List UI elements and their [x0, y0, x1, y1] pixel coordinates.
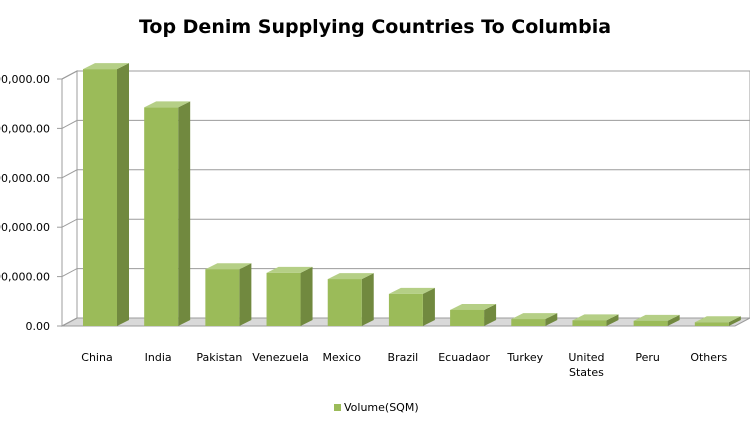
y-tick-label: 10,000,000.00 [0, 73, 50, 86]
bar-top [633, 314, 680, 321]
bar-side [422, 287, 435, 326]
bar-front [694, 322, 729, 326]
x-category-label: Venezuela [252, 351, 309, 364]
bar-side [728, 316, 741, 326]
bars [83, 63, 741, 327]
bar [633, 314, 680, 326]
bar-side [667, 314, 680, 326]
bar-top [205, 263, 252, 270]
bar-top [572, 314, 619, 321]
bar [694, 316, 741, 326]
gridline [61, 169, 750, 179]
x-category-label: China [81, 351, 112, 364]
bar-top [694, 316, 741, 323]
bar-front [572, 320, 607, 326]
x-axis-categories: China India Pakistan Venezuela Mexico Brazil E… [81, 351, 727, 379]
x-category-label: Mexico [323, 351, 362, 364]
x-category-label: United States [568, 351, 604, 379]
bar-top [388, 287, 435, 294]
bar-side [606, 314, 619, 326]
x-category-label: Peru [635, 351, 660, 364]
bar-top [450, 303, 497, 310]
x-category-label: Pakistan [196, 351, 242, 364]
bar [144, 101, 191, 326]
bar-top [144, 101, 191, 108]
bar [572, 314, 619, 326]
bar-side [117, 63, 129, 327]
legend: Volume(SQM) [334, 401, 419, 414]
bar-front [327, 279, 362, 326]
gridlines [57, 70, 750, 327]
legend-swatch [334, 404, 341, 411]
bar-side [545, 313, 558, 326]
gridline [61, 218, 750, 228]
y-tick-label: 6,000,000.00 [0, 172, 50, 185]
x-category-label: Ecuadaor [438, 351, 490, 364]
bar-side [361, 273, 374, 326]
bar-side [178, 101, 191, 326]
bar-top [511, 313, 558, 320]
bar-top [266, 266, 313, 273]
bar-side [300, 266, 313, 326]
y-tick-label: 0.00 [26, 320, 51, 333]
x-category-label: India [145, 351, 172, 364]
bar [266, 266, 313, 326]
bar-side [239, 263, 252, 326]
legend-label: Volume(SQM) [344, 401, 419, 414]
side-wall [61, 70, 78, 327]
y-tick-label: 2,000,000.00 [0, 271, 50, 284]
gridline [61, 119, 750, 129]
x-category-label: Others [690, 351, 727, 364]
bar-side [484, 303, 497, 326]
y-tick-label: 8,000,000.00 [0, 122, 50, 135]
bar-front [511, 319, 546, 326]
x-category-label: Brazil [388, 351, 419, 364]
bar-front [144, 107, 179, 326]
gridline [61, 70, 750, 80]
bar-front [266, 272, 301, 326]
x-category-label: Turkey [506, 351, 543, 364]
bar [83, 63, 129, 327]
y-tick-label: 4,000,000.00 [0, 221, 50, 234]
bar-front [83, 69, 117, 327]
bar-front [388, 293, 423, 326]
bar [388, 287, 435, 326]
bar-front [205, 269, 240, 326]
bar-top [83, 63, 129, 70]
chart-title: Top Denim Supplying Countries To Columbi… [139, 16, 611, 38]
bar [511, 313, 558, 326]
bar [327, 273, 374, 326]
y-axis-ticks: 0.00 2,000,000.00 4,000,000.00 6,000,000.00… [0, 73, 50, 333]
bar-front [633, 320, 668, 326]
bar [205, 263, 252, 326]
bar [450, 303, 497, 326]
bar-top [327, 273, 374, 280]
bar-front [450, 309, 485, 326]
gridline [61, 268, 750, 278]
